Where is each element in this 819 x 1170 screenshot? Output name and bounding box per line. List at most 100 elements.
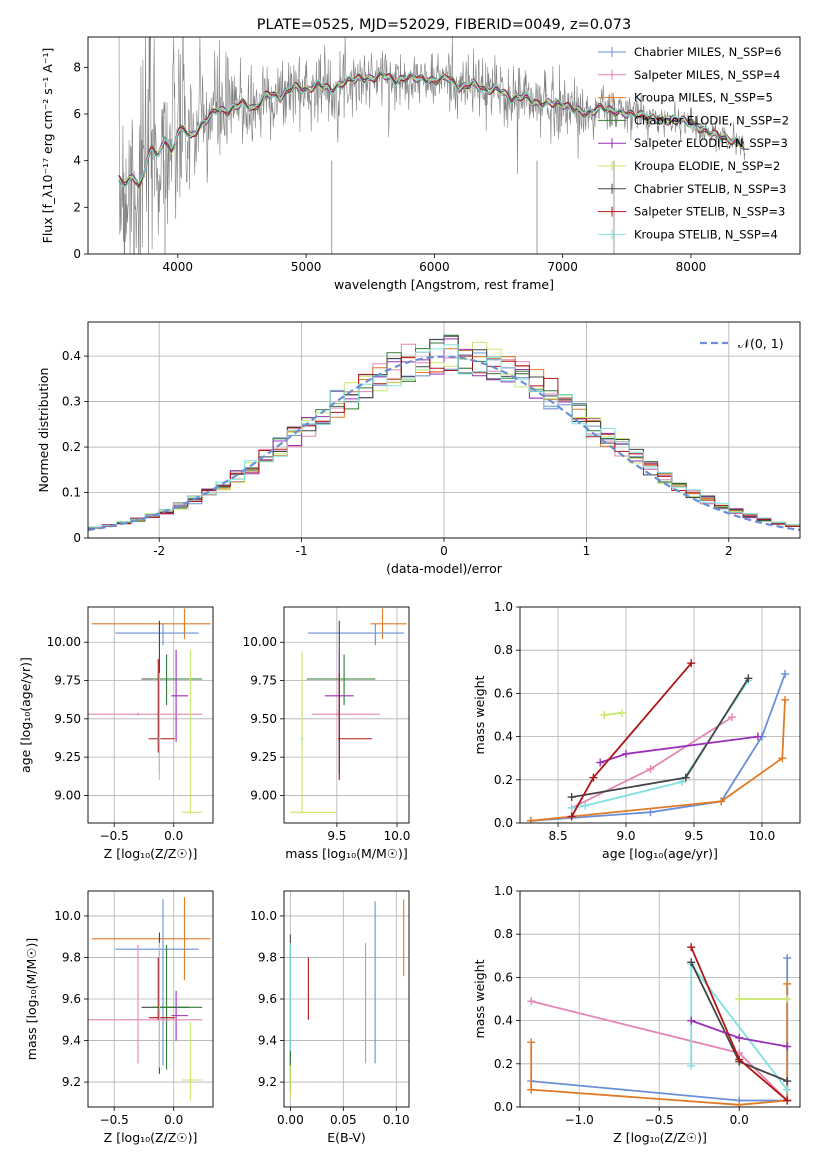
- x-tick-label: −0.5: [645, 1113, 674, 1127]
- weight-point-marker: [781, 669, 790, 678]
- weight-point-marker: [527, 997, 536, 1006]
- y-tick-label: 9.25: [54, 750, 81, 764]
- y-tick-label: 6: [73, 107, 81, 121]
- y-tick-label: 0: [73, 247, 81, 261]
- error-bar-point: [91, 608, 211, 640]
- x-tick-label: -1: [296, 544, 308, 558]
- weight-point-marker: [677, 777, 686, 786]
- error-bar-point: [182, 1021, 203, 1101]
- weight-point-marker: [717, 797, 726, 806]
- error-bar-point: [141, 620, 190, 774]
- axes-frame: [283, 606, 410, 824]
- y-tick-label: 9.75: [250, 674, 277, 688]
- weight-point-marker: [581, 801, 590, 810]
- age-vs-mass-plot-area: [284, 607, 409, 823]
- weight-point-marker: [622, 749, 631, 758]
- weight-point-marker: [735, 1055, 744, 1064]
- legend-label: Kroupa ELODIE, N_SSP=2: [634, 159, 780, 173]
- x-axis-label: wavelength [Angstrom, rest frame]: [334, 277, 554, 292]
- error-bar-point: [306, 620, 371, 774]
- legend-label: Salpeter ELODIE, N_SSP=3: [634, 136, 788, 150]
- weight-point-marker: [681, 773, 690, 782]
- error-bar-point: [115, 623, 199, 646]
- error-bar-point: [308, 654, 376, 706]
- x-axis-label: Z [log₁₀(Z/Z☉)]: [104, 1130, 198, 1145]
- normal-curve: [88, 355, 800, 532]
- y-axis-label: age [log₁₀(age/yr)]: [18, 657, 33, 773]
- y-tick-label: 0.4: [62, 349, 81, 363]
- y-tick-label: 0.2: [62, 440, 81, 454]
- y-tick-label: 0.2: [494, 773, 513, 787]
- mass-vs-EBV-plot-area: [284, 891, 409, 1107]
- legend-label: Kroupa STELIB, N_SSP=4: [634, 227, 778, 241]
- weight-point-marker: [783, 1042, 792, 1051]
- weight-point-marker: [783, 1096, 792, 1105]
- y-tick-label: 9.6: [258, 992, 277, 1006]
- x-tick-label: 9.0: [616, 829, 635, 843]
- axes-frame: [519, 606, 801, 824]
- error-bar-point: [370, 608, 407, 640]
- y-tick-label: 0.8: [494, 927, 513, 941]
- y-axis-label: Flux [f_λ10⁻¹⁷ erg cm⁻² s⁻¹ A⁻¹]: [40, 48, 55, 244]
- weight-point-marker: [646, 765, 655, 773]
- y-tick-label: 0.1: [62, 486, 81, 500]
- mass-weight-vs-age-panel: 8.5 9.0 9.5 10.0 0.0 0.2 0.4 0.6 0.8 1.0 age [log₁…: [472, 600, 801, 861]
- error-bar-point: [148, 659, 175, 753]
- error-bar-point: [152, 945, 203, 1070]
- y-tick-label: 10.0: [54, 909, 81, 923]
- y-tick-label: 1.0: [494, 884, 513, 898]
- y-tick-label: 9.2: [258, 1075, 277, 1089]
- x-tick-label: 0.0: [164, 829, 183, 843]
- y-tick-label: 0.3: [62, 395, 81, 409]
- residuals-plot-area: [88, 322, 800, 538]
- y-tick-label: 2: [73, 200, 81, 214]
- y-tick-label: 10.00: [243, 635, 277, 649]
- weight-point-marker: [783, 953, 792, 962]
- x-axis-label: mass [log₁₀(M/M☉)]: [285, 846, 407, 861]
- y-tick-label: 9.4: [62, 1034, 81, 1048]
- y-axis-label: mass weight: [472, 959, 487, 1038]
- weight-point-marker: [783, 1085, 792, 1094]
- x-tick-label: −0.5: [100, 829, 129, 843]
- error-bar-point: [158, 942, 161, 1068]
- histogram-series-8: [88, 344, 800, 531]
- model-line-7: [118, 71, 745, 187]
- y-tick-label: 9.25: [250, 750, 277, 764]
- error-bar-point: [148, 957, 175, 1020]
- x-tick-label: 0.0: [730, 1113, 749, 1127]
- spectrum-panel: PLATE=0525, MJD=52029, FIBERID=0049, z=0…: [40, 17, 801, 292]
- weight-point-marker: [778, 754, 787, 763]
- y-tick-label: 9.00: [250, 788, 277, 802]
- y-tick-label: 0.2: [494, 1057, 513, 1071]
- x-tick-label: 2: [725, 544, 733, 558]
- spectrum-plot-area: [118, 37, 746, 254]
- x-axis-label: (data-model)/error: [386, 561, 503, 576]
- age-vs-Z-panel: −0.5 0.0 9.00 9.25 9.50 9.75 10.00 Z [log₁₀(Z/Z…: [18, 606, 214, 861]
- model-line-8: [118, 70, 745, 188]
- y-tick-label: 0.0: [494, 1100, 513, 1114]
- x-tick-label: 0.0: [164, 1113, 183, 1127]
- weight-point-marker: [753, 732, 762, 741]
- x-tick-label: 0.05: [330, 1113, 357, 1127]
- x-tick-label: 10.0: [384, 829, 411, 843]
- age-vs-mass-panel: 9.5 10.0 9.00 9.25 9.50 9.75 10.00 mass [log₁₀(…: [243, 606, 411, 861]
- mass-weight-vs-Z-plot-area: [520, 891, 800, 1107]
- weight-point-marker: [735, 995, 744, 1003]
- legend-label: Salpeter MILES, N_SSP=4: [634, 68, 780, 82]
- x-tick-label: 0: [440, 544, 448, 558]
- y-tick-label: 0.6: [494, 970, 513, 984]
- histogram-series-7: [88, 351, 800, 530]
- weight-point-marker: [687, 943, 696, 952]
- legend: 𝒩(0, 1): [700, 336, 784, 351]
- legend: Chabrier MILES, N_SSP=6 Salpeter MILES, N…: [598, 45, 789, 241]
- y-tick-label: 9.2: [62, 1075, 81, 1089]
- mass-weight-vs-age-plot-area: [520, 607, 800, 823]
- weight-series-line-5: [599, 735, 759, 764]
- x-tick-label: −0.5: [100, 1113, 129, 1127]
- x-tick-label: 7000: [547, 260, 578, 274]
- age-vs-Z-plot-area: [88, 607, 213, 823]
- weight-point-marker: [687, 1061, 696, 1070]
- error-bar-point: [171, 990, 188, 1041]
- weight-point-marker: [617, 708, 626, 717]
